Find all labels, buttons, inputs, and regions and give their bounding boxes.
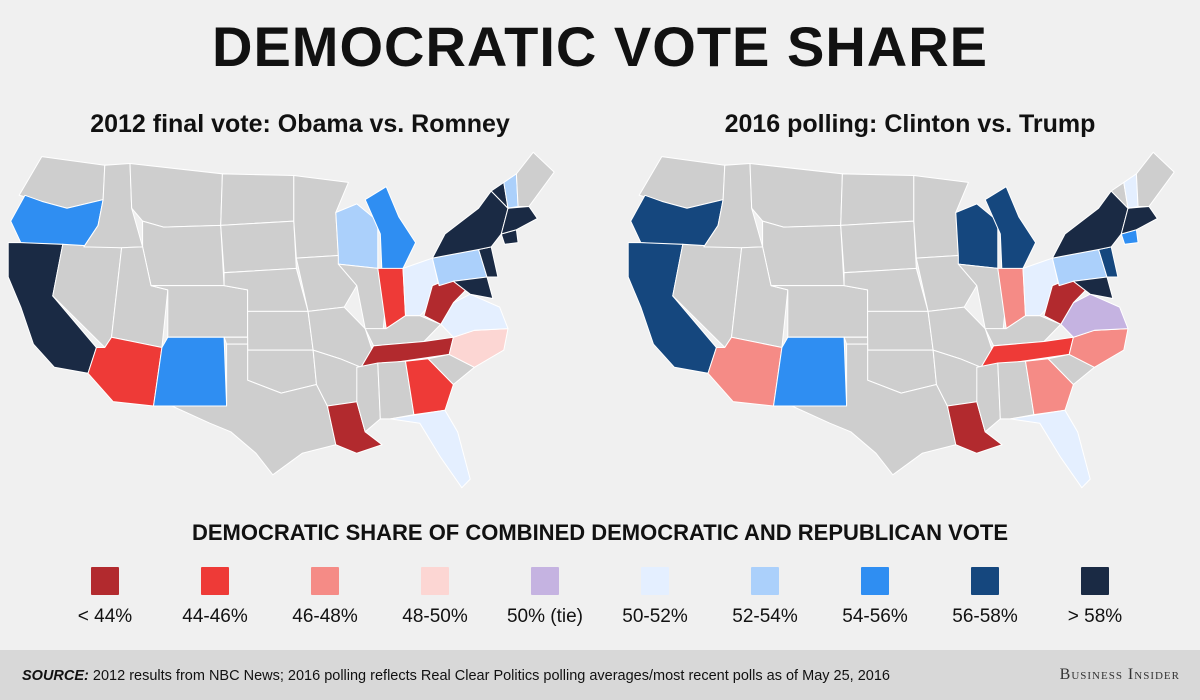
state-ms bbox=[356, 362, 381, 433]
legend-item: 56-58% bbox=[930, 567, 1040, 628]
legend-label: 50% (tie) bbox=[506, 606, 584, 627]
state-sd bbox=[220, 220, 297, 274]
state-nd bbox=[220, 173, 295, 226]
legend-item: 44-46% bbox=[160, 567, 270, 628]
legend-label: 50-52% bbox=[622, 606, 688, 627]
brand-logo: Business Insider bbox=[1059, 666, 1180, 683]
state-me bbox=[1135, 151, 1175, 207]
state-va bbox=[440, 293, 509, 338]
legend-item: 48-50% bbox=[380, 567, 490, 628]
state-me bbox=[515, 151, 555, 207]
legend-item: 46-48% bbox=[270, 567, 380, 628]
state-az bbox=[707, 336, 783, 407]
state-ia bbox=[915, 254, 978, 312]
state-ny bbox=[1051, 190, 1129, 259]
map-title-2012: 2012 final vote: Obama vs. Romney bbox=[90, 110, 510, 138]
state-mt bbox=[749, 162, 843, 228]
map-2012 bbox=[7, 151, 555, 489]
legend-item: 52-54% bbox=[710, 567, 820, 628]
state-nm bbox=[153, 336, 228, 407]
legend-item: < 44% bbox=[50, 567, 160, 628]
state-ia bbox=[295, 254, 358, 312]
legend-item: 50-52% bbox=[600, 567, 710, 628]
state-ms bbox=[976, 362, 1001, 433]
state-sd bbox=[840, 220, 917, 274]
state-nm bbox=[773, 336, 848, 407]
state-md bbox=[1072, 276, 1114, 300]
state-va bbox=[1060, 293, 1129, 338]
legend: < 44% 44-46% 46-48% 48-50% 50% (tie) 50-… bbox=[50, 567, 1150, 637]
state-fl bbox=[389, 409, 471, 489]
legend-label: 56-58% bbox=[952, 606, 1018, 627]
state-wy bbox=[762, 220, 845, 287]
legend-swatch bbox=[751, 567, 779, 595]
state-ks bbox=[247, 310, 314, 351]
legend-swatch bbox=[971, 567, 999, 595]
state-md bbox=[452, 276, 494, 300]
legend-label: 54-56% bbox=[842, 606, 908, 627]
map-2016 bbox=[627, 151, 1175, 489]
state-mi bbox=[364, 186, 417, 274]
source-label: SOURCE: bbox=[22, 668, 89, 684]
page-title: DEMOCRATIC VOTE SHARE bbox=[212, 15, 988, 78]
legend-swatch bbox=[531, 567, 559, 595]
legend-swatch bbox=[91, 567, 119, 595]
states-layer bbox=[627, 151, 1175, 489]
state-mt bbox=[129, 162, 223, 228]
state-mi bbox=[984, 186, 1037, 274]
legend-label: 46-48% bbox=[292, 606, 358, 627]
legend-label: < 44% bbox=[77, 606, 133, 627]
states-layer bbox=[7, 151, 555, 489]
state-nd bbox=[840, 173, 915, 226]
state-ny bbox=[431, 190, 509, 259]
legend-swatch bbox=[861, 567, 889, 595]
legend-swatch bbox=[201, 567, 229, 595]
state-fl bbox=[1009, 409, 1091, 489]
state-wy bbox=[142, 220, 225, 287]
legend-swatch bbox=[1081, 567, 1109, 595]
legend-swatch bbox=[311, 567, 339, 595]
legend-item: 54-56% bbox=[820, 567, 930, 628]
legend-swatch bbox=[421, 567, 449, 595]
legend-item: > 58% bbox=[1040, 567, 1150, 628]
legend-swatch bbox=[641, 567, 669, 595]
state-ks bbox=[867, 310, 934, 351]
map-title-2016: 2016 polling: Clinton vs. Trump bbox=[724, 110, 1096, 138]
legend-label: 44-46% bbox=[182, 606, 248, 627]
legend-label: 52-54% bbox=[732, 606, 798, 627]
source-note: SOURCE: 2012 results from NBC News; 2016… bbox=[22, 668, 890, 684]
footer: SOURCE: 2012 results from NBC News; 2016… bbox=[0, 650, 1200, 700]
legend-item: 50% (tie) bbox=[490, 567, 600, 628]
legend-label: 48-50% bbox=[402, 606, 468, 627]
legend-title: DEMOCRATIC SHARE OF COMBINED DEMOCRATIC … bbox=[191, 520, 1009, 545]
legend-label: > 58% bbox=[1067, 606, 1123, 627]
state-az bbox=[87, 336, 163, 407]
source-text: 2012 results from NBC News; 2016 polling… bbox=[88, 668, 890, 684]
